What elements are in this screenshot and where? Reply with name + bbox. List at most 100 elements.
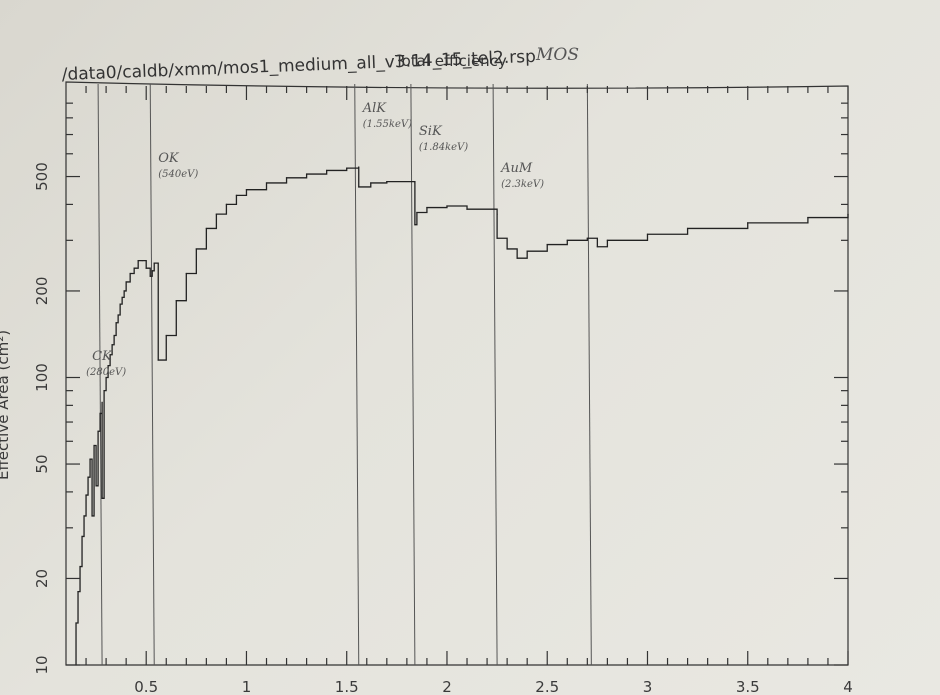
data-point <box>496 237 498 239</box>
edge-line <box>492 83 498 666</box>
data-point <box>109 354 111 356</box>
data-point <box>747 222 749 224</box>
data-point <box>77 591 79 593</box>
data-point <box>79 565 81 568</box>
edge-line <box>149 83 155 666</box>
chart-subtitle: /data0/caldb/xmm/mos1_medium_all_v3.14_1… <box>61 47 536 85</box>
data-point <box>466 208 468 210</box>
x-tick-label: 2 <box>442 678 452 695</box>
data-point <box>99 412 101 415</box>
data-point <box>215 213 217 215</box>
y-tick-label: 200 <box>33 277 51 306</box>
data-point <box>121 296 123 298</box>
edge-line <box>586 83 592 666</box>
data-point <box>606 239 608 241</box>
data-point <box>117 314 119 316</box>
data-point <box>97 430 99 432</box>
plot-frame <box>65 81 849 666</box>
data-point <box>153 262 155 264</box>
data-point <box>107 364 109 367</box>
data-point <box>225 203 228 206</box>
series-line <box>75 166 849 665</box>
data-point <box>596 246 598 248</box>
data-point <box>101 401 103 403</box>
data-point <box>75 622 77 624</box>
data-point <box>370 182 372 184</box>
edge-label: AuM <box>500 161 533 176</box>
x-tick-label: 4 <box>843 678 853 695</box>
data-point <box>306 173 308 175</box>
edge-line <box>97 83 103 666</box>
data-point <box>123 290 125 292</box>
data-point <box>686 227 689 230</box>
data-point <box>586 237 588 239</box>
data-point <box>426 206 428 209</box>
data-point <box>103 390 105 392</box>
data-point <box>516 257 518 259</box>
data-point <box>125 281 127 283</box>
edge-label: CK <box>92 349 113 364</box>
data-point <box>326 169 328 172</box>
data-point <box>496 213 498 215</box>
data-point <box>105 376 107 379</box>
data-point <box>113 334 115 337</box>
data-point <box>81 535 83 538</box>
data-point <box>91 515 93 517</box>
x-tick-label: 1.5 <box>335 678 359 695</box>
x-tick-label: 3 <box>643 678 653 695</box>
data-point <box>95 485 97 487</box>
data-point <box>416 211 418 214</box>
y-tick-label: 500 <box>33 162 51 191</box>
data-point <box>245 189 248 191</box>
y-axis-label: Effective Area (cm²) <box>0 330 12 480</box>
data-point <box>235 194 238 196</box>
data-point <box>205 227 207 230</box>
chart-title-note: MOS <box>535 45 579 65</box>
edge-sublabel: (2.3keV) <box>501 179 544 190</box>
data-point <box>129 272 131 275</box>
x-tick-label: 0.5 <box>134 678 158 695</box>
data-point <box>119 303 121 305</box>
y-tick-label: 20 <box>33 569 51 588</box>
data-point <box>89 458 91 460</box>
y-tick-label: 50 <box>33 454 51 473</box>
edge-sublabel: (1.55keV) <box>363 119 412 130</box>
data-point <box>93 444 95 447</box>
edge-label: AlK <box>362 101 388 116</box>
x-tick-label: 2.5 <box>535 678 559 695</box>
data-point <box>265 182 268 184</box>
data-point <box>149 275 151 277</box>
data-point <box>185 272 187 275</box>
edge-sublabel: (540eV) <box>158 169 198 180</box>
data-point <box>137 260 139 262</box>
data-point <box>847 213 849 215</box>
data-point <box>807 216 809 219</box>
data-point <box>87 476 89 478</box>
data-point <box>526 250 528 252</box>
data-point <box>285 177 288 179</box>
data-point <box>165 334 167 337</box>
data-point <box>115 322 117 324</box>
data-point <box>175 300 177 302</box>
edge-line <box>410 83 416 666</box>
data-point <box>145 267 147 269</box>
edge-sublabel: (280eV) <box>86 367 126 378</box>
y-tick-label: 100 <box>33 363 51 392</box>
data-point <box>151 270 153 272</box>
data-point <box>141 260 143 262</box>
data-point <box>157 359 159 361</box>
chart-title: Total efficiency <box>394 52 507 70</box>
data-point <box>446 205 448 207</box>
edge-label: SiK <box>419 124 443 139</box>
edge-label: OK <box>158 151 180 166</box>
data-point <box>83 515 85 517</box>
edge-line <box>354 83 360 666</box>
data-point <box>358 186 360 188</box>
edge-sublabel: (1.84keV) <box>419 142 468 153</box>
data-point <box>566 239 568 241</box>
data-point <box>346 167 348 169</box>
data-point <box>358 166 360 168</box>
data-point <box>195 248 197 250</box>
